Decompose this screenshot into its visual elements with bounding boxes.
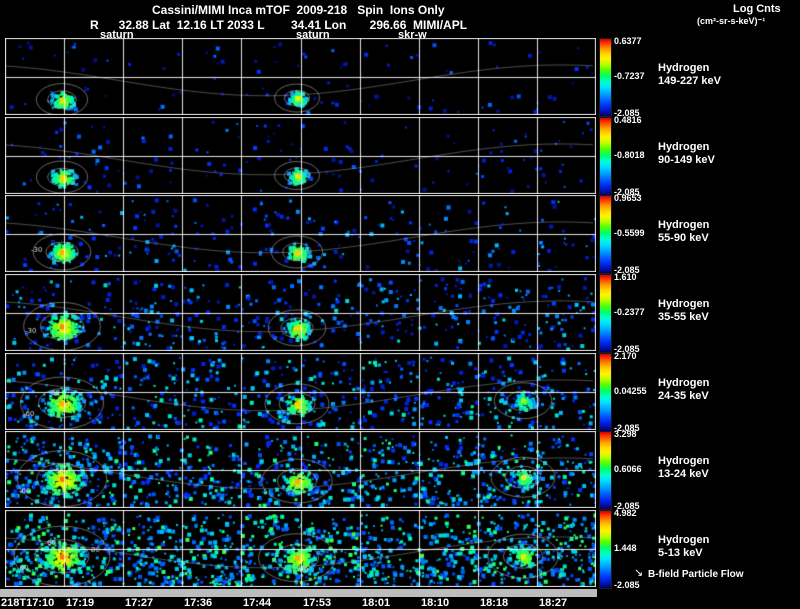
colorbar-mid-label: 0.04255 — [614, 386, 647, 396]
colorbar — [599, 431, 612, 510]
skymap-strip-canvas — [5, 274, 596, 351]
channel-label: Hydrogen 55-90 keV — [658, 219, 709, 245]
colorbar — [599, 274, 612, 353]
colorbar-min-label: -2.085 — [614, 423, 640, 433]
time-tick-label: 18:10 — [421, 597, 450, 609]
colorbar-mid-label: -0.2377 — [614, 307, 645, 317]
colorbar-mid-label: -0.8018 — [614, 150, 645, 160]
colorbar — [599, 510, 612, 589]
skymap-strip-canvas — [5, 510, 596, 587]
colorbar — [599, 38, 612, 117]
time-tick-label: 18:01 — [362, 597, 391, 609]
skymap-strip-canvas — [5, 117, 596, 194]
colorbar-min-label: -2.085 — [614, 501, 640, 511]
spectrogram-row-13-24-kev: 3.298 0.6066 -2.085 Hydrogen 13-24 keV — [5, 429, 800, 511]
colorbar-max-label: 1.610 — [614, 272, 637, 282]
colorbar-max-label: 3.298 — [614, 429, 637, 439]
spectrogram-row-24-35-kev: 2.170 0.04255 -2.085 Hydrogen 24-35 keV — [5, 351, 800, 433]
channel-species: Hydrogen — [658, 219, 710, 231]
colorbar — [599, 117, 612, 196]
channel-label: Hydrogen 90-149 keV — [658, 141, 715, 167]
channel-energy: 13-24 keV — [658, 468, 709, 480]
channel-species: Hydrogen — [658, 455, 710, 467]
colorbar-min-label: -2.085 — [614, 580, 640, 590]
colorbar-mid-label: -0.7237 — [614, 71, 645, 81]
time-tick-label: 17:19 — [66, 597, 95, 609]
skymap-strip-canvas — [5, 38, 596, 115]
colorbar-mid-label: 0.6066 — [614, 464, 642, 474]
ephemeris-line: R 32.88 Lat 12.16 LT 2033 L 34.41 Lon 29… — [90, 18, 468, 32]
channel-energy: 24-35 keV — [658, 390, 709, 402]
skymap-strip-canvas — [5, 195, 596, 272]
channel-species: Hydrogen — [658, 62, 710, 74]
colorbar-max-label: 2.170 — [614, 351, 637, 361]
channel-energy: 35-55 keV — [658, 311, 709, 323]
channel-energy: 5-13 keV — [658, 547, 703, 559]
colorbar-min-label: -2.085 — [614, 187, 640, 197]
colorbar-legend-title: Log Cnts — [733, 3, 781, 15]
channel-energy: 90-149 keV — [658, 154, 715, 166]
colorbar-mid-label: 1.448 — [614, 543, 637, 553]
colorbar-max-label: 0.9653 — [614, 193, 642, 203]
channel-species: Hydrogen — [658, 534, 710, 546]
channel-label: Hydrogen 24-35 keV — [658, 377, 709, 403]
spectrogram-row-35-55-kev: 1.610 -0.2377 -2.085 Hydrogen 35-55 keV — [5, 272, 800, 354]
colorbar-min-label: -2.085 — [614, 108, 640, 118]
spectrogram-row-55-90-kev: 0.9653 -0.5599 -2.085 Hydrogen 55-90 keV — [5, 193, 800, 275]
time-axis-bar — [0, 589, 597, 597]
colorbar — [599, 195, 612, 274]
channel-energy: 55-90 keV — [658, 232, 709, 244]
spectrogram-rows: 0.6377 -0.7237 -2.085 Hydrogen 149-227 keV 0.… — [5, 36, 800, 590]
skymap-strip-canvas — [5, 353, 596, 430]
colorbar-max-label: 4.982 — [614, 508, 637, 518]
channel-label: Hydrogen 13-24 keV — [658, 455, 709, 481]
channel-label: Hydrogen 149-227 keV — [658, 62, 721, 88]
colorbar-max-label: 0.4816 — [614, 115, 642, 125]
channel-energy: 149-227 keV — [658, 75, 721, 87]
skymap-strip-canvas — [5, 431, 596, 508]
channel-species: Hydrogen — [658, 141, 710, 153]
channel-species: Hydrogen — [658, 298, 710, 310]
channel-label: Hydrogen 5-13 keV — [658, 534, 709, 560]
channel-species: Hydrogen — [658, 377, 710, 389]
spectrogram-row-149-227-kev: 0.6377 -0.7237 -2.085 Hydrogen 149-227 keV — [5, 36, 800, 118]
time-tick-label: 17:44 — [243, 597, 272, 609]
time-tick-label: 18:18 — [480, 597, 509, 609]
time-axis: 218T17:10 17:19 17:27 17:36 17:44 17:53 18:01 1… — [0, 597, 800, 609]
spectrogram-row-5-13-kev: 4.982 1.448 -2.085 Hydrogen 5-13 keV — [5, 508, 800, 590]
page-title: Cassini/MIMI Inca mTOF 2009-218 Spin Ion… — [152, 3, 445, 17]
colorbar-legend-units: (cm²-sr-s-keV)⁻¹ — [697, 16, 766, 26]
colorbar — [599, 353, 612, 432]
colorbar-max-label: 0.6377 — [614, 36, 642, 46]
spectrogram-row-90-149-kev: 0.4816 -0.8018 -2.085 Hydrogen 90-149 keV — [5, 115, 800, 197]
colorbar-min-label: -2.085 — [614, 344, 640, 354]
time-tick-label: 17:53 — [303, 597, 332, 609]
time-tick-label: 218T17:10 — [1, 597, 55, 609]
time-tick-label: 17:36 — [184, 597, 213, 609]
colorbar-min-label: -2.085 — [614, 265, 640, 275]
bfield-flow-label: B-field Particle Flow — [648, 569, 744, 580]
time-tick-label: 18:27 — [539, 597, 568, 609]
channel-label: Hydrogen 35-55 keV — [658, 298, 709, 324]
time-tick-label: 17:27 — [125, 597, 154, 609]
colorbar-mid-label: -0.5599 — [614, 228, 645, 238]
bfield-arrow-icon: ↘ — [634, 567, 644, 579]
